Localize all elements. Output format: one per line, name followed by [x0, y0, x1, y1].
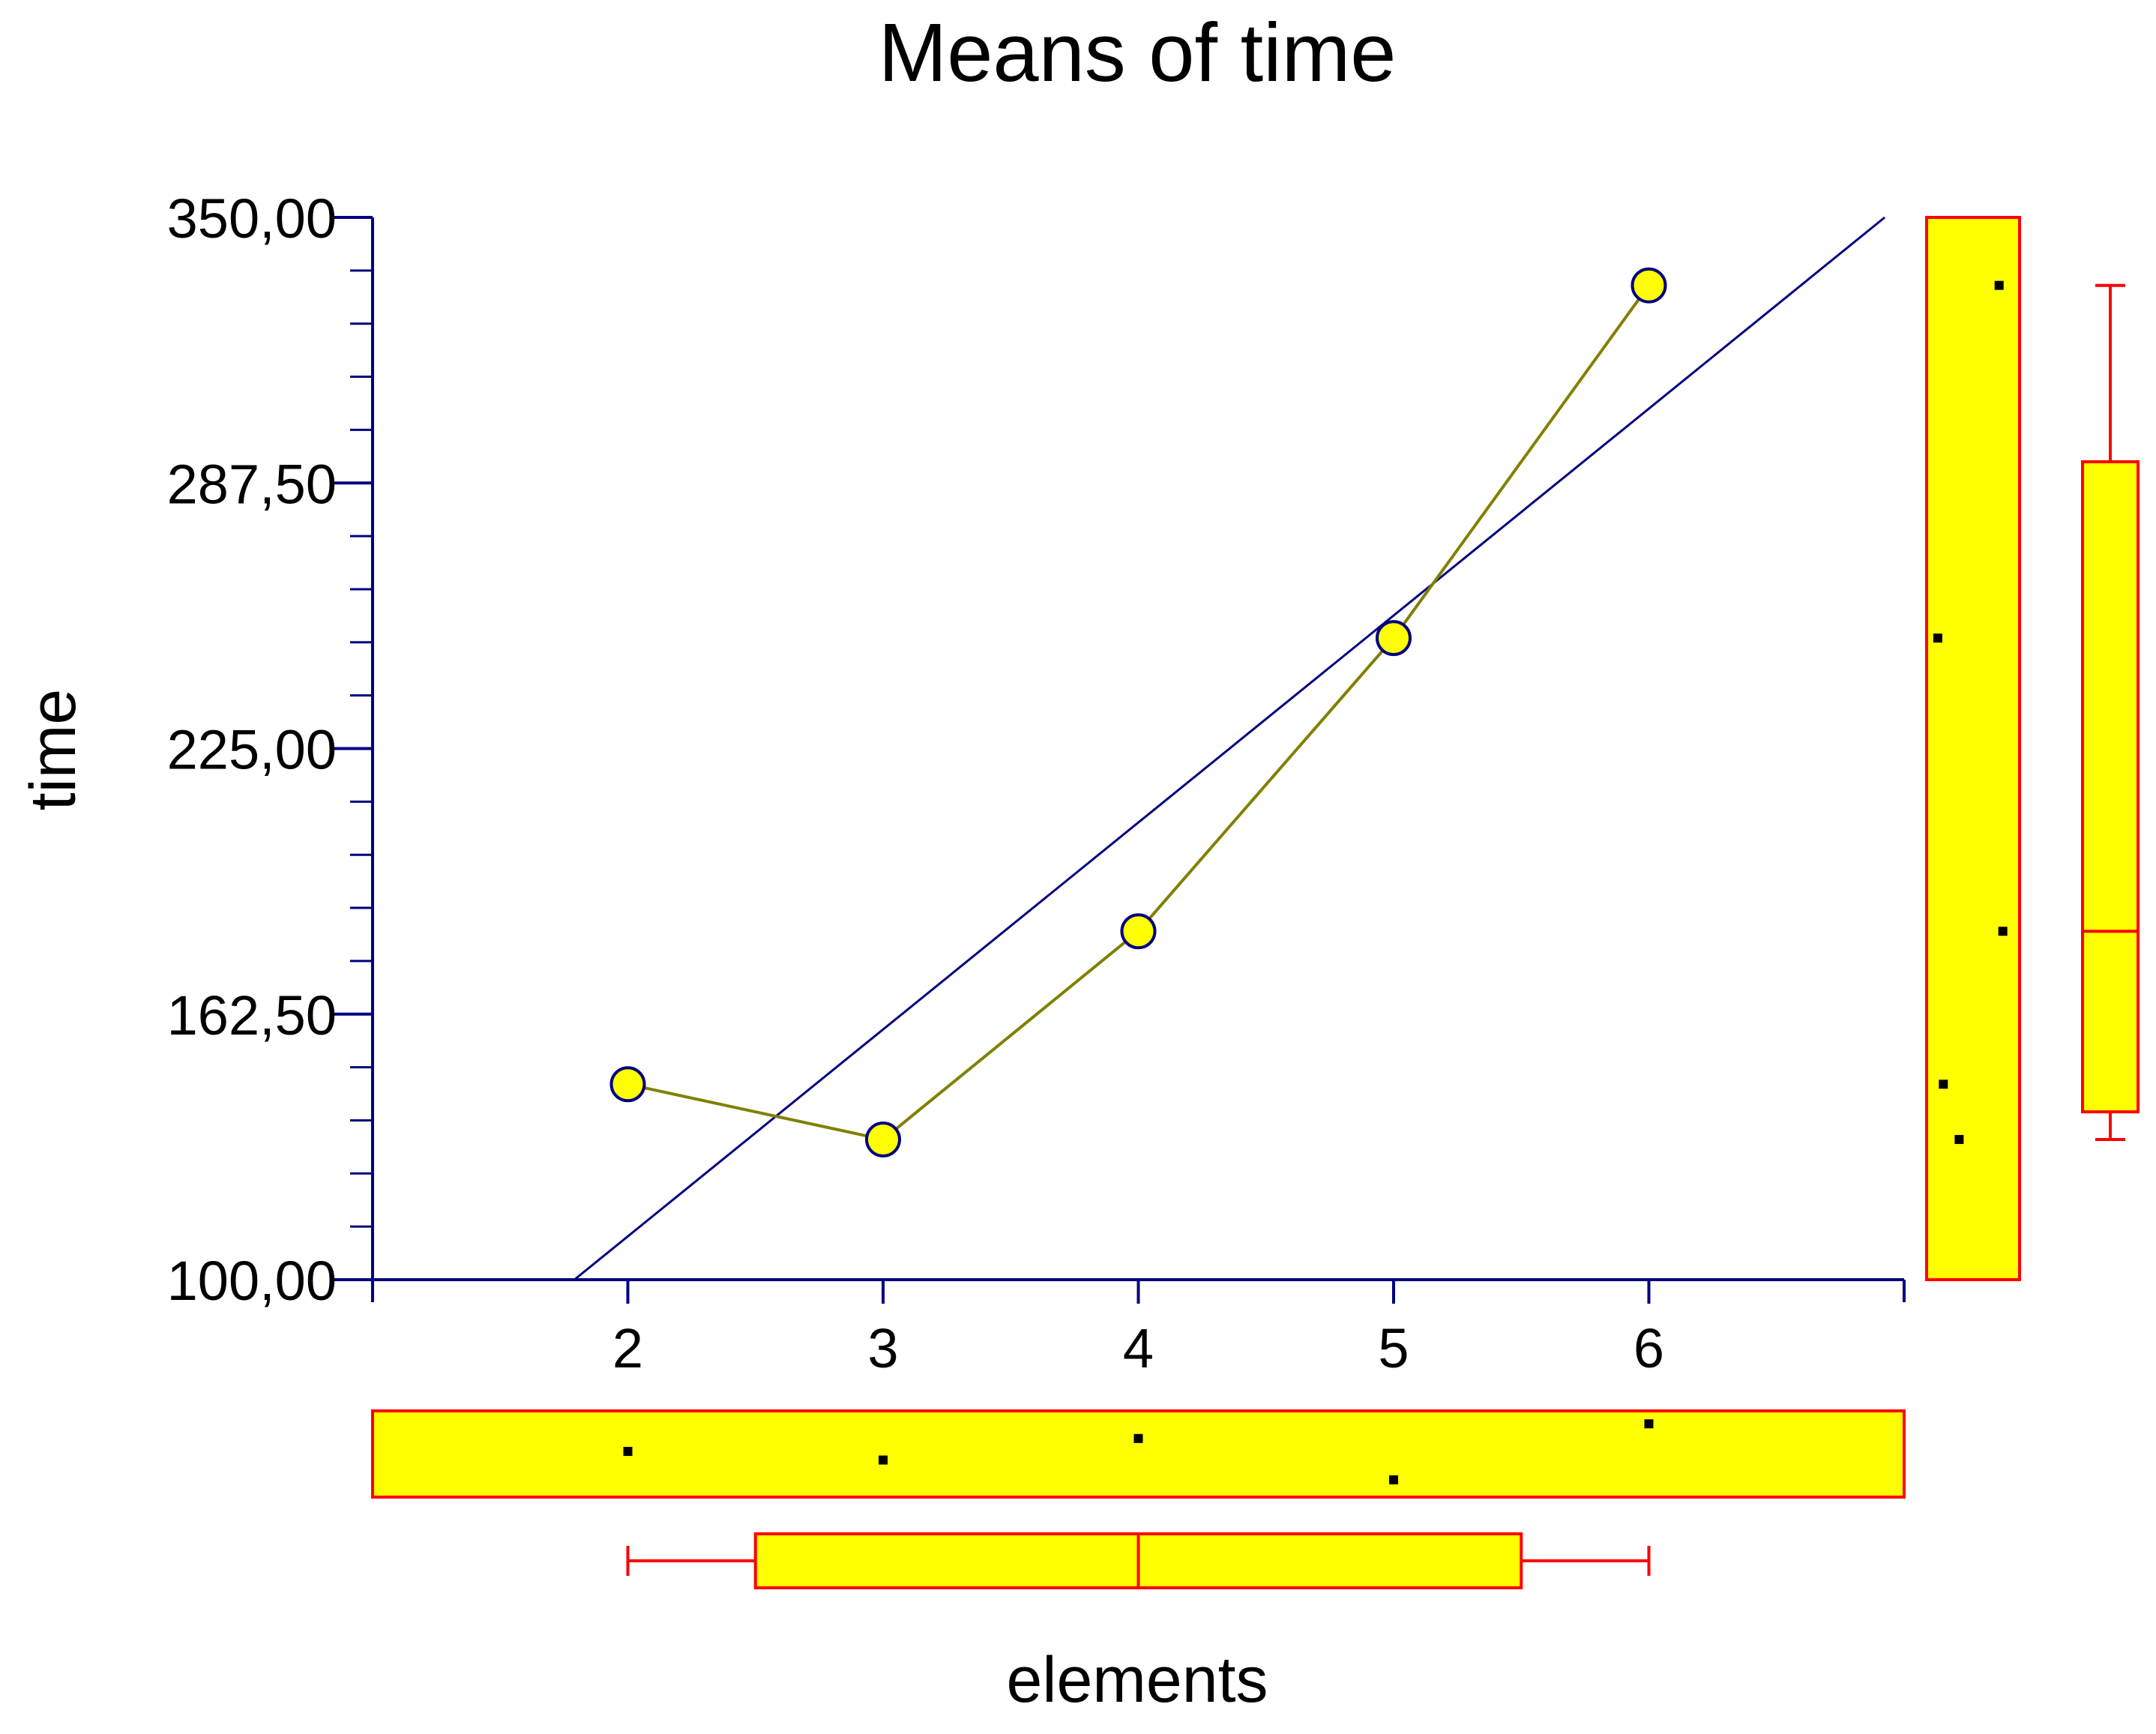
- y-dot: [1939, 1080, 1948, 1089]
- y-tick-label: 350,00: [167, 187, 337, 250]
- y-tick-label: 100,00: [167, 1250, 337, 1312]
- chart-title: Means of time: [879, 7, 1397, 99]
- y-box: [2081, 460, 2140, 1114]
- axes: 100,00 162,50 225,00 287,50 350,00 2 3 4 5 6: [167, 187, 1906, 1379]
- y-dot: [1933, 633, 1942, 643]
- y-dot: [1954, 1134, 1964, 1144]
- mean-point: [609, 1066, 646, 1103]
- y-axis-label: time: [17, 689, 89, 810]
- x-dot: [879, 1455, 888, 1465]
- x-tick-label: 5: [1378, 1317, 1409, 1379]
- y-tick-label: 162,50: [167, 984, 337, 1047]
- mean-point: [1630, 267, 1667, 304]
- x-tick-label: 3: [867, 1317, 898, 1379]
- y-boxplot: [2081, 283, 2140, 1141]
- plot-area: [573, 216, 1886, 1281]
- x-dot: [1644, 1419, 1654, 1429]
- mean-point: [1120, 913, 1157, 950]
- x-dot: [623, 1447, 633, 1457]
- x-tick-label: 6: [1633, 1317, 1664, 1379]
- x-dot: [1389, 1475, 1398, 1484]
- y-tick-label: 225,00: [167, 719, 337, 781]
- mean-point: [1376, 620, 1412, 657]
- x-dot-strip: [371, 1409, 1906, 1499]
- x-tick-label: 2: [612, 1317, 643, 1379]
- y-dot: [1998, 927, 2008, 936]
- x-dot: [1133, 1433, 1143, 1443]
- y-tick-label: 287,50: [167, 453, 337, 515]
- means-line: [627, 284, 1651, 1142]
- x-axis-label: elements: [1007, 1644, 1268, 1716]
- x-dot-strip-box: [371, 1409, 1906, 1499]
- x-tick-label: 4: [1123, 1317, 1154, 1379]
- regression-line: [573, 216, 1886, 1281]
- y-dot-strip: [1925, 216, 2021, 1281]
- mean-point: [865, 1121, 901, 1157]
- y-dot-strip-box: [1925, 216, 2021, 1281]
- y-dot: [1994, 280, 2004, 290]
- x-boxplot: [626, 1532, 1651, 1589]
